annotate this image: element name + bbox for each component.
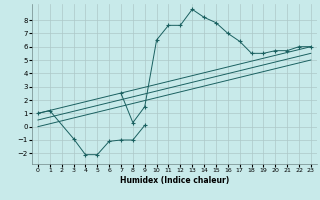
X-axis label: Humidex (Indice chaleur): Humidex (Indice chaleur) [120,176,229,185]
